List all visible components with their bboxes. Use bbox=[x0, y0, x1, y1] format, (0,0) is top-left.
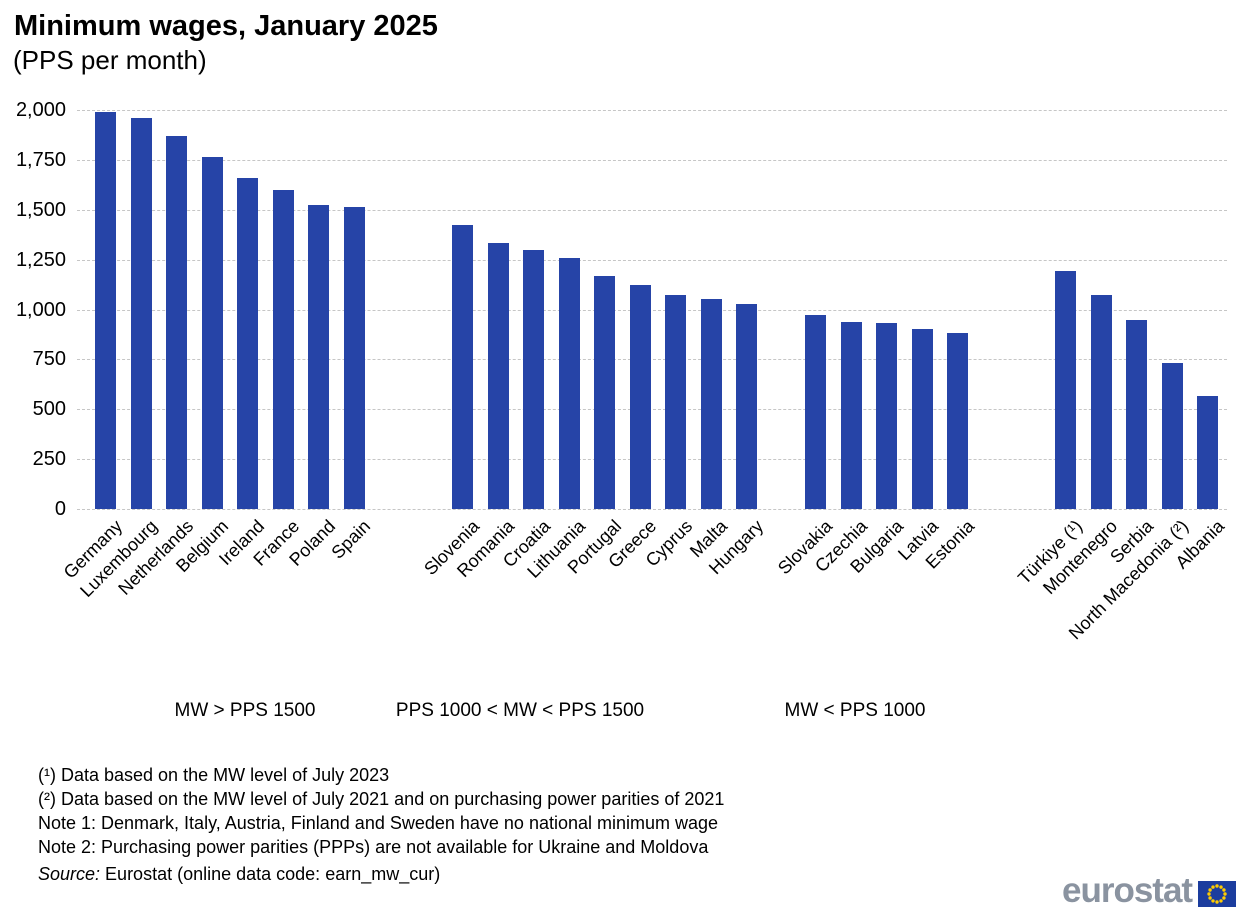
y-tick-label: 1,000 bbox=[15, 298, 66, 321]
bar-slovenia bbox=[452, 224, 473, 509]
footnote-line: (²) Data based on the MW level of July 2… bbox=[38, 789, 725, 809]
bar-cyprus bbox=[665, 294, 686, 509]
bar-czechia bbox=[840, 322, 862, 509]
category-label: MW < PPS 1000 bbox=[784, 700, 926, 721]
gridline bbox=[77, 159, 1227, 161]
footnote-line: Note 1: Denmark, Italy, Austria, Finland… bbox=[38, 813, 719, 833]
bar-hungary bbox=[736, 303, 757, 509]
x-axis-label: Spain bbox=[327, 516, 375, 563]
bar-montenegro bbox=[1090, 294, 1112, 509]
y-tick-label: 2,000 bbox=[15, 99, 66, 121]
bar-estonia bbox=[947, 333, 968, 509]
bar-poland bbox=[308, 204, 329, 509]
category-label: PPS 1000 < MW < PPS 1500 bbox=[395, 700, 645, 721]
bar-germany bbox=[95, 111, 116, 509]
bar-malta bbox=[700, 298, 722, 509]
y-tick-label: 1,750 bbox=[15, 148, 66, 171]
bar-greece bbox=[629, 284, 651, 509]
gridline bbox=[77, 459, 1227, 461]
bar-portugal bbox=[594, 275, 615, 509]
eurostat-logo-text: eurostat bbox=[1062, 871, 1193, 910]
bar-bulgaria bbox=[876, 323, 897, 509]
bar-spain bbox=[343, 206, 365, 509]
gridline bbox=[77, 259, 1227, 261]
gridline bbox=[77, 359, 1227, 361]
bar-luxembourg bbox=[130, 117, 152, 509]
footnotes: (¹) Data based on the MW level of July 2… bbox=[38, 763, 724, 859]
bar-romania bbox=[487, 242, 509, 509]
bar-albania bbox=[1197, 396, 1218, 509]
gridline bbox=[77, 309, 1227, 311]
source-text: Eurostat (online data code: earn_mw_cur) bbox=[100, 864, 441, 884]
source-label: Source: bbox=[38, 864, 101, 884]
chart-title: Minimum wages, January 2025 bbox=[14, 10, 438, 42]
bar-lithuania bbox=[558, 257, 580, 509]
eurostat-logo: eurostat bbox=[1062, 871, 1237, 910]
gridline bbox=[77, 110, 1227, 111]
bar-croatia bbox=[523, 249, 544, 509]
bar-ireland bbox=[237, 177, 258, 509]
bar-netherlands bbox=[166, 135, 187, 509]
y-tick-label: 0 bbox=[54, 498, 66, 520]
bar-north-macedonia bbox=[1161, 363, 1183, 509]
footnote-line: Note 2: Purchasing power parities (PPPs)… bbox=[38, 837, 709, 857]
gridline bbox=[77, 409, 1227, 411]
gridline bbox=[77, 209, 1227, 211]
bar-t-rkiye bbox=[1055, 270, 1076, 509]
footnote-line: (¹) Data based on the MW level of July 2… bbox=[38, 765, 390, 785]
eu-flag-icon bbox=[1198, 881, 1237, 907]
y-tick-label: 750 bbox=[32, 348, 66, 371]
y-tick-label: 250 bbox=[32, 448, 66, 471]
category-label: MW > PPS 1500 bbox=[174, 700, 316, 721]
bar-slovakia bbox=[805, 315, 826, 509]
y-tick-label: 1,500 bbox=[15, 198, 66, 221]
y-tick-label: 500 bbox=[32, 398, 66, 421]
bar-belgium bbox=[201, 156, 223, 509]
bar-latvia bbox=[911, 329, 933, 509]
bar-serbia bbox=[1126, 320, 1147, 509]
y-tick-label: 1,250 bbox=[15, 248, 66, 271]
gridline bbox=[77, 509, 1227, 510]
source-line: Source: Eurostat (online data code: earn… bbox=[38, 864, 440, 885]
bar-france bbox=[272, 189, 294, 509]
chart-subtitle: (PPS per month) bbox=[13, 45, 207, 75]
